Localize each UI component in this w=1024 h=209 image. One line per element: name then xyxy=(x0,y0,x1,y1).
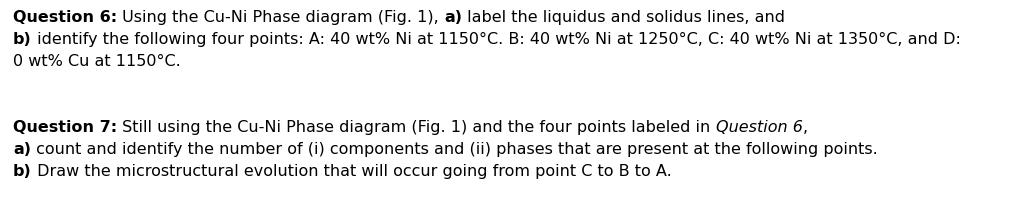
Text: ,: , xyxy=(803,120,808,135)
Text: b): b) xyxy=(13,32,32,47)
Text: identify the following four points: A: 40 wt% Ni at 1150°C. B: 40 wt% Ni at 1250: identify the following four points: A: 4… xyxy=(32,32,961,47)
Text: 0 wt% Cu at 1150°C.: 0 wt% Cu at 1150°C. xyxy=(13,54,181,69)
Text: Question 6: Question 6 xyxy=(716,120,803,135)
Text: Question 7:: Question 7: xyxy=(13,120,117,135)
Text: count and identify the number of (i) components and (ii) phases that are present: count and identify the number of (i) com… xyxy=(31,142,878,157)
Text: Question 6:: Question 6: xyxy=(13,10,117,25)
Text: a): a) xyxy=(444,10,462,25)
Text: a): a) xyxy=(13,142,31,157)
Text: Using the Cu-Ni Phase diagram (Fig. 1),: Using the Cu-Ni Phase diagram (Fig. 1), xyxy=(117,10,444,25)
Text: Draw the microstructural evolution that will occur going from point C to B to A.: Draw the microstructural evolution that … xyxy=(32,164,672,179)
Text: label the liquidus and solidus lines, and: label the liquidus and solidus lines, an… xyxy=(462,10,785,25)
Text: Still using the Cu-Ni Phase diagram (Fig. 1) and the four points labeled in: Still using the Cu-Ni Phase diagram (Fig… xyxy=(117,120,716,135)
Text: b): b) xyxy=(13,164,32,179)
